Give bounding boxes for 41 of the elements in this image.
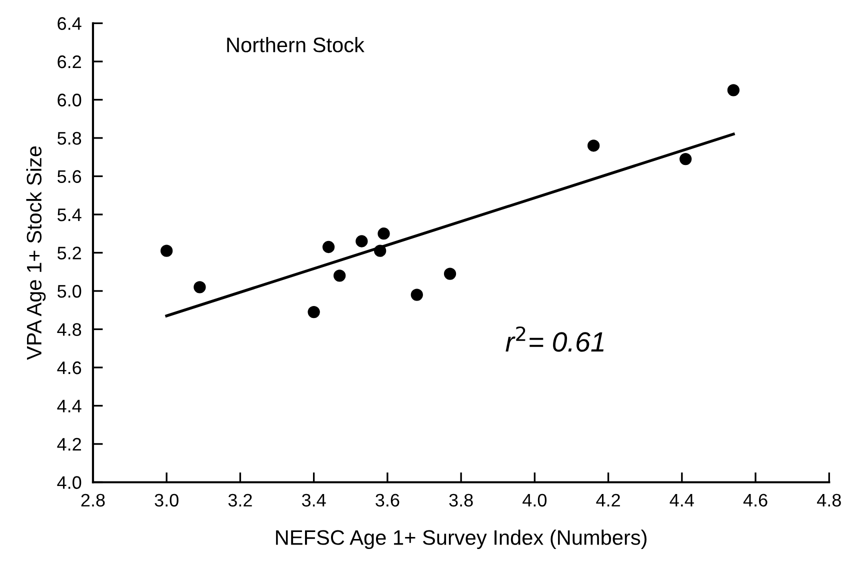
y-tick-label: 6.0: [58, 94, 82, 106]
point: [322, 240, 335, 254]
x-tick-label: 4.8: [817, 494, 841, 507]
point: [160, 244, 173, 257]
point: [727, 84, 740, 96]
y-tick-label: 4.0: [57, 476, 82, 489]
x-tick-label: 4.4: [670, 494, 694, 506]
point: [356, 235, 368, 248]
x-tick-label: 3.8: [449, 494, 473, 507]
x-tick-label: 2.8: [81, 494, 105, 507]
x-tick-label: 3.4: [302, 494, 326, 507]
point: [374, 244, 386, 257]
y-tick-label: 6.2: [58, 55, 81, 68]
y-tick-label: 4.2: [57, 438, 81, 451]
y-tick-label: 5.8: [58, 132, 82, 145]
y-tick-label: 6.4: [58, 17, 82, 30]
point: [334, 270, 346, 282]
y-axis-title: VPA Age 1+ Stock Size: [26, 146, 46, 360]
y-tick-label: 5.2: [58, 246, 81, 260]
point: [378, 228, 390, 240]
point: [308, 306, 320, 318]
x-tick-label: 3.2: [228, 494, 252, 507]
point: [410, 288, 423, 301]
y-tick-label: 5.6: [58, 170, 82, 183]
x-tick-label: 3.6: [376, 494, 400, 507]
x-axis-title: NEFSC Age 1+ Survey Index (Numbers): [276, 530, 646, 550]
annotation: r$^{2}$= 0.61: [506, 326, 604, 352]
y-tick-label: 4.8: [57, 323, 82, 336]
y-tick-label: 5.4: [58, 208, 82, 222]
point: [444, 268, 456, 280]
x-tick-label: 4.6: [743, 494, 768, 507]
y-tick-label: 4.6: [57, 361, 82, 374]
x-tick-label: 3.0: [154, 494, 178, 507]
x-tick-label: 4.0: [522, 494, 547, 507]
point: [588, 140, 600, 152]
y-tick-label: 5.0: [58, 284, 82, 298]
y-tick-label: 4.4: [57, 400, 82, 412]
point: [680, 152, 692, 166]
x-tick-label: 4.2: [596, 494, 620, 506]
point: [194, 281, 206, 294]
text: Northern Stock: [227, 37, 364, 52]
